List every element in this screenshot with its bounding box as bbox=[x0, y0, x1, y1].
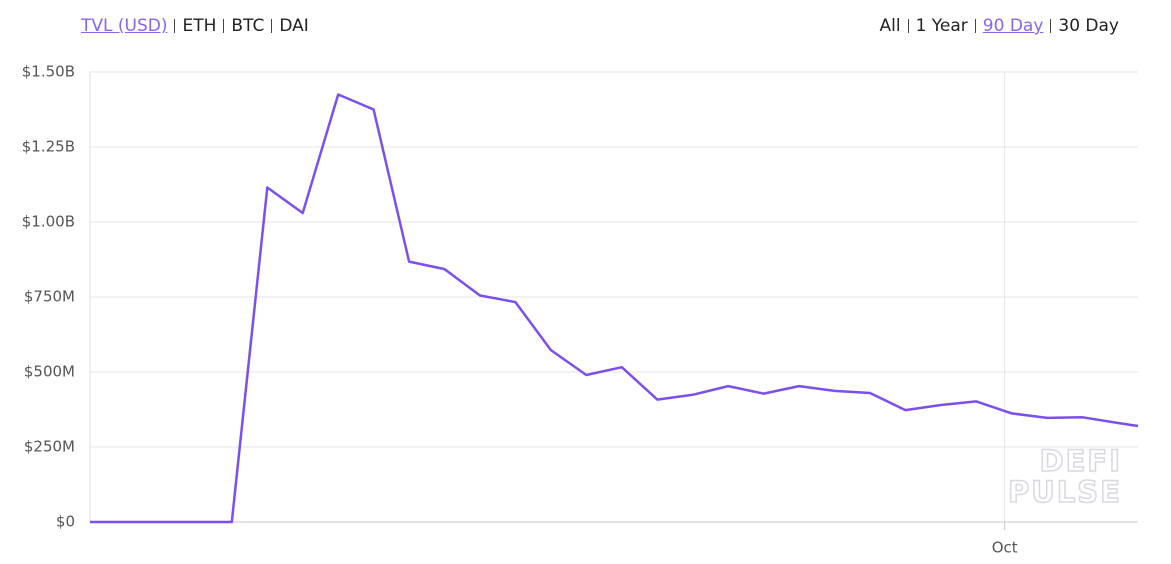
tab[interactable]: 1 Year bbox=[907, 18, 975, 35]
x-tick-label: Oct bbox=[992, 539, 1018, 557]
y-tick-label: $0 bbox=[56, 513, 75, 531]
tab[interactable]: ETH bbox=[174, 18, 223, 35]
range-tabs: All 1 Year 90 Day 30 Day bbox=[879, 16, 1119, 36]
data-line bbox=[90, 93, 1139, 524]
y-tick-label: $750M bbox=[24, 288, 75, 306]
tab[interactable]: BTC bbox=[223, 18, 271, 35]
tab[interactable]: 90 Day bbox=[974, 18, 1051, 35]
y-tick-label: $250M bbox=[24, 438, 75, 456]
watermark: PULSE bbox=[1008, 475, 1122, 509]
y-tick-label: $1.50B bbox=[22, 63, 75, 81]
unit-tabs: TVL (USD) ETH BTC DAI bbox=[81, 16, 309, 36]
y-tick-label: $1.25B bbox=[22, 138, 75, 156]
y-tick-label: $1.00B bbox=[22, 213, 75, 231]
tab[interactable]: TVL (USD) bbox=[81, 16, 168, 36]
tab[interactable]: 30 Day bbox=[1050, 18, 1119, 35]
watermark: DEFI bbox=[1040, 444, 1122, 478]
tab[interactable]: DAI bbox=[271, 18, 309, 35]
tab[interactable]: All bbox=[879, 16, 901, 36]
y-tick-label: $500M bbox=[24, 363, 75, 381]
